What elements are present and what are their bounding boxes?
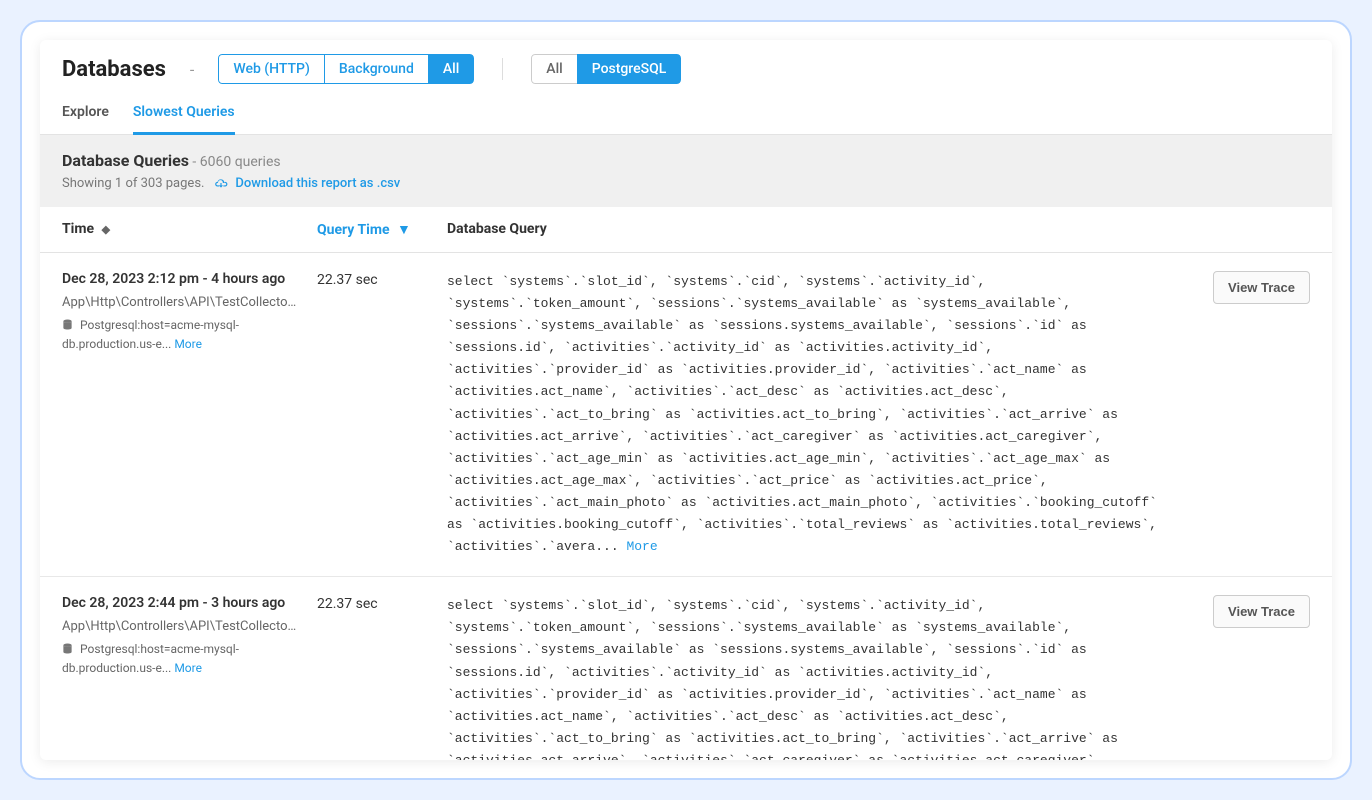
row-db-host-text: Postgresql:host=acme-mysql-db.production…	[62, 642, 239, 675]
view-trace-button[interactable]: View Trace	[1213, 595, 1310, 628]
database-icon	[62, 317, 73, 335]
context-filter-group: Web (HTTP) Background All	[218, 54, 474, 84]
query-more-link[interactable]: More	[626, 539, 657, 554]
title-separator: -	[190, 60, 194, 79]
row-db-host-text: Postgresql:host=acme-mysql-db.production…	[62, 318, 239, 351]
filter-background[interactable]: Background	[324, 54, 429, 84]
row-query-time: 22.37 sec	[317, 271, 447, 288]
query-count: - 6060 queries	[192, 154, 280, 170]
col-query-label: Database Query	[447, 221, 547, 237]
subheader: Database Queries - 6060 queries Showing …	[40, 135, 1332, 207]
query-row: Dec 28, 2023 2:12 pm - 4 hours ago App\H…	[40, 253, 1332, 577]
download-csv-label: Download this report as .csv	[235, 176, 400, 191]
row-db-more-link[interactable]: More	[174, 337, 202, 351]
row-query-time: 22.37 sec	[317, 595, 447, 612]
query-sql: select `systems`.`slot_id`, `systems`.`c…	[447, 598, 1157, 760]
sort-desc-icon: ▼	[397, 222, 411, 238]
section-title: Database Queries	[62, 151, 189, 170]
row-action: View Trace	[1180, 271, 1310, 304]
query-sql: select `systems`.`slot_id`, `systems`.`c…	[447, 274, 1157, 554]
tabs: Explore Slowest Queries	[40, 84, 1332, 135]
row-meta: Dec 28, 2023 2:12 pm - 4 hours ago App\H…	[62, 271, 317, 353]
pager-text: Showing 1 of 303 pages.	[62, 176, 204, 191]
header: Databases - Web (HTTP) Background All Al…	[40, 40, 1332, 84]
row-timestamp: Dec 28, 2023 2:12 pm - 4 hours ago	[62, 271, 299, 287]
col-header-action	[1180, 221, 1310, 238]
row-timestamp: Dec 28, 2023 2:44 pm - 3 hours ago	[62, 595, 299, 611]
row-controller: App\Http\Controllers\API\TestCollectorC…	[62, 295, 299, 310]
divider	[502, 58, 503, 80]
filter-web-http[interactable]: Web (HTTP)	[218, 54, 325, 84]
sort-icon: ◆	[102, 223, 110, 236]
db-filter-group: All PostgreSQL	[531, 54, 681, 84]
cloud-download-icon	[214, 177, 228, 193]
row-controller: App\Http\Controllers\API\TestCollectorC…	[62, 619, 299, 634]
filter-all-db[interactable]: All	[531, 54, 577, 84]
app-frame: Databases - Web (HTTP) Background All Al…	[20, 20, 1352, 780]
row-db-host: Postgresql:host=acme-mysql-db.production…	[62, 640, 299, 677]
row-action: View Trace	[1180, 595, 1310, 628]
col-header-query[interactable]: Database Query	[447, 221, 1180, 238]
row-db-host: Postgresql:host=acme-mysql-db.production…	[62, 316, 299, 353]
view-trace-button[interactable]: View Trace	[1213, 271, 1310, 304]
query-rows: Dec 28, 2023 2:12 pm - 4 hours ago App\H…	[40, 253, 1332, 760]
col-header-time[interactable]: Time ◆	[62, 221, 317, 238]
col-time-label: Time	[62, 221, 94, 237]
col-query-time-label: Query Time	[317, 222, 390, 238]
row-query-text: select `systems`.`slot_id`, `systems`.`c…	[447, 595, 1180, 760]
app-panel: Databases - Web (HTTP) Background All Al…	[40, 40, 1332, 760]
page-title: Databases	[62, 57, 166, 82]
row-meta: Dec 28, 2023 2:44 pm - 3 hours ago App\H…	[62, 595, 317, 677]
download-csv-link[interactable]: Download this report as .csv	[214, 176, 400, 191]
col-header-query-time[interactable]: Query Time ▼	[317, 221, 447, 238]
row-query-text: select `systems`.`slot_id`, `systems`.`c…	[447, 271, 1180, 558]
query-row: Dec 28, 2023 2:44 pm - 3 hours ago App\H…	[40, 577, 1332, 760]
tab-slowest-queries[interactable]: Slowest Queries	[133, 96, 235, 135]
database-icon	[62, 641, 73, 659]
row-db-more-link[interactable]: More	[174, 661, 202, 675]
table-header: Time ◆ Query Time ▼ Database Query	[40, 207, 1332, 253]
filter-all-contexts[interactable]: All	[428, 54, 474, 84]
filter-postgresql[interactable]: PostgreSQL	[577, 54, 682, 84]
tab-explore[interactable]: Explore	[62, 96, 109, 135]
